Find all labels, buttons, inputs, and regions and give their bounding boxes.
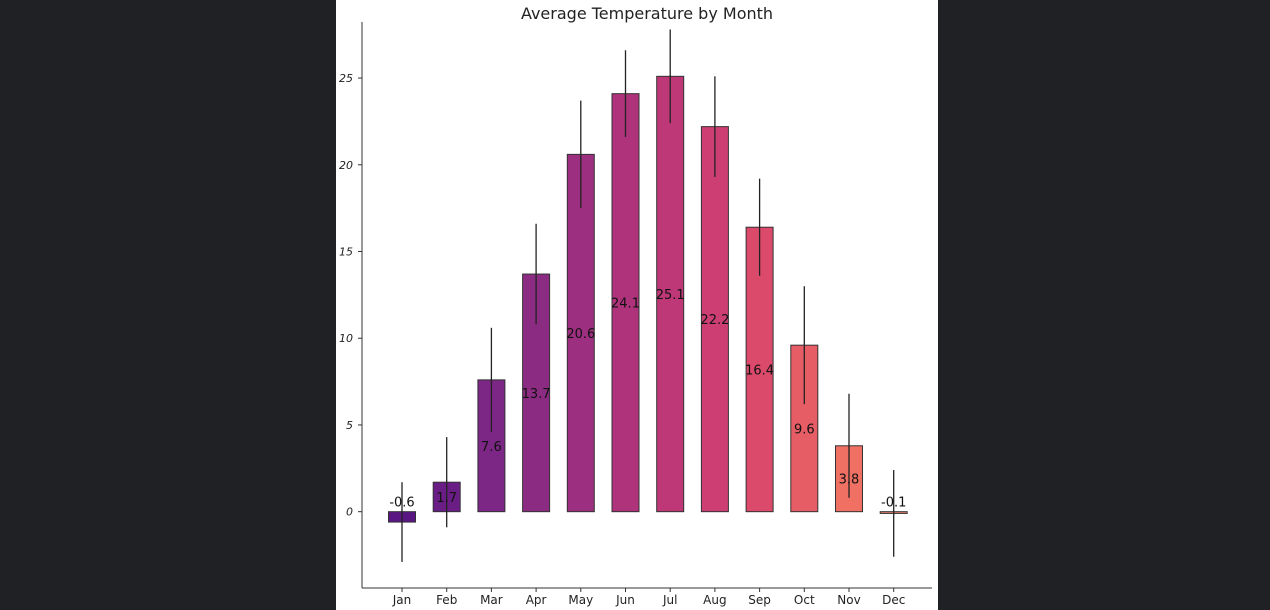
error-bars: [401, 29, 895, 562]
x-tick-label-mar: Mar: [480, 593, 503, 607]
data-label-oct: 9.6: [794, 422, 815, 437]
data-label-dec: -0.1: [881, 496, 906, 511]
data-label-jan: -0.6: [389, 496, 414, 511]
bar-jul: [656, 75, 685, 513]
bars: [388, 75, 908, 523]
x-tick-label-aug: Aug: [703, 593, 726, 607]
bar-chart: Average Temperature by Month -0.6 1.7 7.6 1…: [339, 4, 932, 607]
data-label-aug: 22.2: [700, 313, 729, 328]
data-label-sep: 16.4: [745, 363, 774, 378]
axes: [361, 22, 932, 589]
x-tick-label-nov: Nov: [837, 593, 860, 607]
data-label-nov: 3.8: [839, 473, 860, 488]
data-label-mar: 7.6: [481, 440, 502, 455]
x-tick-label-oct: Oct: [794, 593, 815, 607]
x-tick-label-jan: Jan: [392, 593, 412, 607]
chart-title: Average Temperature by Month: [521, 4, 773, 23]
x-tick-label-may: May: [568, 593, 593, 607]
y-tick-label: 15: [339, 246, 353, 259]
chart-figure: Average Temperature by Month -0.6 1.7 7.6 1…: [336, 0, 938, 610]
data-label-jun: 24.1: [611, 297, 640, 312]
x-tick-label-jul: Jul: [662, 593, 677, 607]
x-tick-label-feb: Feb: [436, 593, 457, 607]
y-tick-label: 5: [346, 419, 353, 432]
x-tick-label-sep: Sep: [748, 593, 771, 607]
bar-may: [566, 153, 595, 513]
data-label-apr: 13.7: [522, 387, 551, 402]
y-tick-label: 20: [339, 159, 353, 172]
y-tick-labels: 0 5 10 15 20 25: [339, 72, 362, 519]
data-label-jul: 25.1: [656, 288, 685, 303]
x-tick-label-dec: Dec: [882, 593, 905, 607]
y-tick-label: 0: [346, 506, 353, 519]
data-labels: -0.6 1.7 7.6 13.7 20.6 24.1 25.1 22.2 16.4 9.6 3.8…: [389, 288, 906, 511]
data-label-may: 20.6: [566, 327, 595, 342]
y-tick-label: 25: [339, 72, 353, 85]
x-tick-label-apr: Apr: [526, 593, 547, 607]
x-tick-label-jun: Jun: [615, 593, 635, 607]
data-label-feb: 1.7: [436, 491, 457, 506]
y-tick-label: 10: [339, 332, 353, 345]
x-tick-labels: Jan Feb Mar Apr May Jun Jul Aug Sep Oct Nov Dec: [392, 588, 905, 607]
